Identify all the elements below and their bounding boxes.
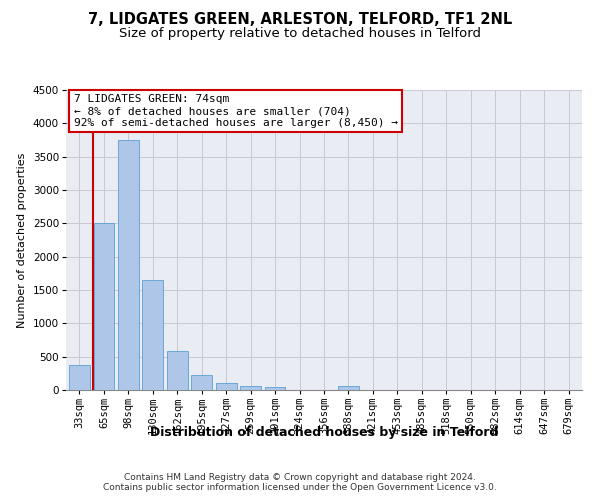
Bar [216,383,236,390]
Text: Distribution of detached houses by size in Telford: Distribution of detached houses by size … [150,426,498,439]
Text: 7, LIDGATES GREEN, ARLESTON, TELFORD, TF1 2NL: 7, LIDGATES GREEN, ARLESTON, TELFORD, TF… [88,12,512,28]
Text: Contains HM Land Registry data © Crown copyright and database right 2024.
Contai: Contains HM Land Registry data © Crown c… [103,472,497,492]
Bar [191,375,212,390]
Bar [240,386,261,390]
Y-axis label: Number of detached properties: Number of detached properties [17,152,27,328]
Bar [167,350,188,390]
Bar [338,386,359,390]
Bar [265,388,286,390]
Bar [94,224,114,390]
Bar [142,280,163,390]
Bar [69,366,90,390]
Text: 7 LIDGATES GREEN: 74sqm
← 8% of detached houses are smaller (704)
92% of semi-de: 7 LIDGATES GREEN: 74sqm ← 8% of detached… [74,94,398,128]
Bar [118,140,139,390]
Text: Size of property relative to detached houses in Telford: Size of property relative to detached ho… [119,28,481,40]
